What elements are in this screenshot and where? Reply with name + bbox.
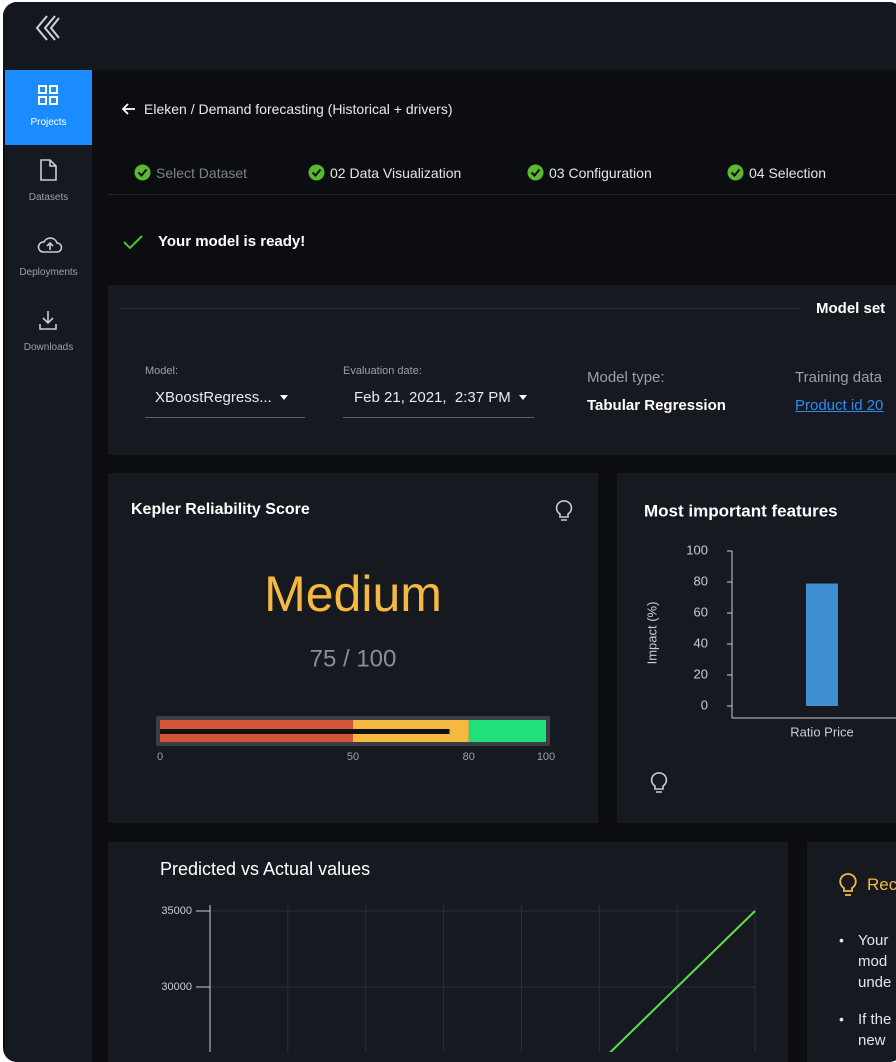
- icon: [40, 159, 57, 181]
- divider: [120, 308, 800, 309]
- icon: [38, 85, 58, 105]
- select-value: XBoostRegress...: [155, 389, 272, 406]
- field-label: Model type:: [587, 369, 665, 386]
- nav-downloads[interactable]: Downloads: [5, 295, 92, 370]
- step[interactable]: Select Dataset: [134, 164, 247, 184]
- field-label: Model:: [145, 365, 179, 377]
- bullet-line: If the: [858, 1011, 892, 1028]
- step-check: [308, 164, 325, 181]
- caret: [518, 395, 527, 400]
- nav-label: Datasets: [28, 192, 69, 203]
- icon: [37, 237, 63, 253]
- step[interactable]: 02 Data Visualization: [308, 164, 461, 184]
- field-label: Evaluation date:: [343, 365, 422, 377]
- steps-divider: [108, 194, 896, 195]
- step-label: 02 Data Visualization: [330, 164, 462, 181]
- status-message: Your model is ready!: [158, 233, 306, 250]
- nav-label: Deployments: [19, 267, 78, 278]
- bulb-icon: [839, 873, 857, 896]
- nav-label: Projects: [30, 117, 67, 128]
- bulb-icon[interactable]: [554, 499, 574, 523]
- bullet: •: [839, 1011, 844, 1027]
- training-link[interactable]: Product id 20: [795, 397, 884, 414]
- bulb-icon[interactable]: [649, 771, 669, 795]
- recommendations-card: Rec • Your mod unde • If the new: [807, 842, 896, 1062]
- bullet-line: Your: [858, 932, 889, 949]
- step-label: 03 Configuration: [549, 164, 652, 181]
- bullet: •: [839, 932, 844, 948]
- select-value: Feb 21, 2021, 2:37 PM: [354, 389, 511, 406]
- settings-title: Model set: [816, 300, 886, 317]
- caret: [279, 395, 288, 400]
- model-settings-card: Model set Model: XBoostRegress... Evalua…: [108, 285, 896, 455]
- step[interactable]: 03 Configuration: [527, 164, 652, 184]
- underline: [343, 417, 534, 418]
- logo: [35, 15, 60, 41]
- reliability-card: [108, 473, 598, 823]
- check-icon: [123, 235, 143, 250]
- model-select[interactable]: XBoostRegress...: [155, 389, 292, 406]
- top-bar: [3, 2, 896, 70]
- date-select[interactable]: Feb 21, 2021, 2:37 PM: [354, 389, 531, 406]
- recommendations-title: Rec: [867, 875, 896, 894]
- sidebar: Projects Datasets Deployments Downloads: [5, 70, 92, 1062]
- step-check: [527, 164, 544, 181]
- field-value: Tabular Regression: [587, 397, 726, 414]
- nav-projects[interactable]: Projects: [5, 70, 92, 145]
- nav-deployments[interactable]: Deployments: [5, 220, 92, 295]
- nav-datasets[interactable]: Datasets: [5, 145, 92, 220]
- prediction-card: [108, 842, 788, 1062]
- step-label: 04 Selection: [749, 164, 827, 181]
- bullet-line: unde: [858, 974, 892, 991]
- step[interactable]: 04 Selection: [727, 164, 826, 184]
- underline: [145, 417, 305, 418]
- bullet-line: mod: [858, 953, 888, 970]
- breadcrumb: Eleken / Demand forecasting (Historical …: [144, 101, 453, 117]
- step-label: Select Dataset: [156, 164, 248, 181]
- field-label: Training data: [795, 369, 882, 386]
- icon: [39, 311, 57, 330]
- step-check: [727, 164, 744, 181]
- step-check: [134, 164, 151, 181]
- bullet-line: new: [858, 1032, 886, 1049]
- nav-label: Downloads: [23, 342, 74, 353]
- back-arrow[interactable]: [121, 101, 137, 117]
- app-frame: Projects Datasets Deployments Downloads …: [3, 2, 896, 1062]
- features-card: [617, 473, 896, 823]
